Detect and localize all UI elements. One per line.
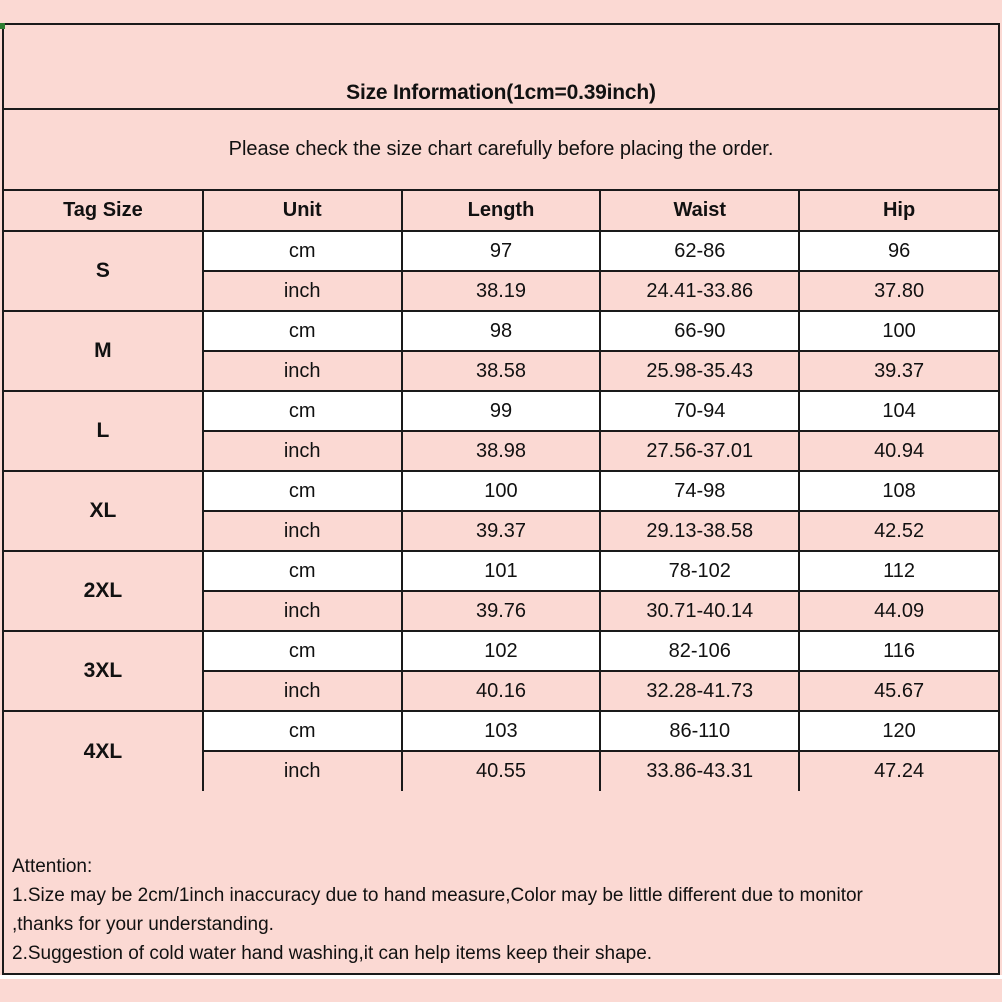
table-row: inch 38.98 27.56-37.01 40.94 <box>4 430 999 472</box>
waist-value: 24.41-33.86 <box>599 270 801 312</box>
subtitle: Please check the size chart carefully be… <box>4 110 998 191</box>
unit-cell: cm <box>201 310 403 352</box>
header-unit: Unit <box>201 190 403 232</box>
length-value: 38.19 <box>400 270 602 312</box>
waist-value: 27.56-37.01 <box>599 430 801 472</box>
waist-value: 25.98-35.43 <box>599 350 801 392</box>
waist-value: 78-102 <box>599 550 801 592</box>
length-value: 102 <box>400 630 602 672</box>
hip-value: 42.52 <box>798 510 999 552</box>
table-row: 2XL cm 101 78-102 112 <box>3 550 999 632</box>
table-row: 3XL cm 102 82-106 116 <box>3 630 999 712</box>
length-value: 40.55 <box>400 750 602 792</box>
hip-value: 96 <box>798 230 999 272</box>
table-row: L cm 99 70-94 104 <box>3 390 999 472</box>
unit-cell: inch <box>201 350 403 392</box>
unit-cell: cm <box>201 390 403 432</box>
length-value: 97 <box>400 230 602 272</box>
unit-cell: inch <box>201 670 403 712</box>
size-label: S <box>3 230 204 312</box>
waist-value: 82-106 <box>599 630 801 672</box>
hip-value: 108 <box>798 470 999 512</box>
table-row: inch 40.16 32.28-41.73 45.67 <box>4 670 999 712</box>
length-value: 40.16 <box>400 670 602 712</box>
unit-cell: inch <box>201 750 403 792</box>
length-value: 101 <box>400 550 602 592</box>
table-row: XL cm 100 74-98 108 <box>3 470 999 552</box>
hip-value: 37.80 <box>798 270 999 312</box>
attention-line: 2.Suggestion of cold water hand washing,… <box>12 943 653 964</box>
attention-heading: Attention: <box>12 856 93 877</box>
header-hip: Hip <box>798 190 999 232</box>
hip-value: 116 <box>798 630 999 672</box>
waist-value: 66-90 <box>599 310 801 352</box>
unit-cell: inch <box>201 430 403 472</box>
table-row: inch 38.19 24.41-33.86 37.80 <box>4 270 999 312</box>
table-row: 4XL cm 103 86-110 120 <box>3 710 999 792</box>
length-value: 39.76 <box>400 590 602 632</box>
size-label: L <box>3 390 204 472</box>
attention-note: Attention: 1.Size may be 2cm/1inch inacc… <box>4 791 998 973</box>
page-title: Size Information(1cm=0.39inch) <box>4 25 998 110</box>
unit-cell: inch <box>201 270 403 312</box>
waist-value: 74-98 <box>599 470 801 512</box>
hip-value: 104 <box>798 390 999 432</box>
length-value: 38.98 <box>400 430 602 472</box>
hip-value: 44.09 <box>798 590 999 632</box>
table-row: inch 39.37 29.13-38.58 42.52 <box>4 510 999 552</box>
waist-value: 29.13-38.58 <box>599 510 801 552</box>
table-row: inch 39.76 30.71-40.14 44.09 <box>4 590 999 632</box>
unit-cell: cm <box>201 230 403 272</box>
table-row: S cm 97 62-86 96 <box>3 230 999 312</box>
size-label: XL <box>3 470 204 552</box>
table-row: M cm 98 66-90 100 <box>3 310 999 392</box>
size-label: 3XL <box>3 630 204 712</box>
hip-value: 120 <box>798 710 999 752</box>
size-label: M <box>3 310 204 392</box>
header-waist: Waist <box>599 190 801 232</box>
waist-value: 32.28-41.73 <box>599 670 801 712</box>
size-label: 2XL <box>3 550 204 632</box>
length-value: 100 <box>400 470 602 512</box>
unit-cell: cm <box>201 470 403 512</box>
hip-value: 100 <box>798 310 999 352</box>
table-row: inch 40.55 33.86-43.31 47.24 <box>4 750 999 792</box>
length-value: 98 <box>400 310 602 352</box>
attention-line: ,thanks for your understanding. <box>12 914 274 935</box>
length-value: 103 <box>400 710 602 752</box>
unit-cell: inch <box>201 510 403 552</box>
unit-cell: inch <box>201 590 403 632</box>
unit-cell: cm <box>201 630 403 672</box>
unit-cell: cm <box>201 550 403 592</box>
corner-artifact <box>0 23 5 29</box>
header-tag-size: Tag Size <box>3 190 204 232</box>
hip-value: 45.67 <box>798 670 999 712</box>
length-value: 99 <box>400 390 602 432</box>
hip-value: 40.94 <box>798 430 999 472</box>
length-value: 38.58 <box>400 350 602 392</box>
attention-line: 1.Size may be 2cm/1inch inaccuracy due t… <box>12 885 863 906</box>
size-table: Tag Size Unit Length Waist Hip S cm 97 6… <box>3 190 999 792</box>
waist-value: 33.86-43.31 <box>599 750 801 792</box>
size-chart-sheet: Size Information(1cm=0.39inch) Please ch… <box>2 23 1000 975</box>
header-row: Tag Size Unit Length Waist Hip <box>3 190 999 232</box>
waist-value: 62-86 <box>599 230 801 272</box>
size-label: 4XL <box>3 710 204 792</box>
header-length: Length <box>400 190 602 232</box>
table-row: inch 38.58 25.98-35.43 39.37 <box>4 350 999 392</box>
length-value: 39.37 <box>400 510 602 552</box>
waist-value: 30.71-40.14 <box>599 590 801 632</box>
hip-value: 47.24 <box>798 750 999 792</box>
hip-value: 39.37 <box>798 350 999 392</box>
waist-value: 70-94 <box>599 390 801 432</box>
unit-cell: cm <box>201 710 403 752</box>
waist-value: 86-110 <box>599 710 801 752</box>
hip-value: 112 <box>798 550 999 592</box>
bottom-gap-line <box>0 975 1002 979</box>
